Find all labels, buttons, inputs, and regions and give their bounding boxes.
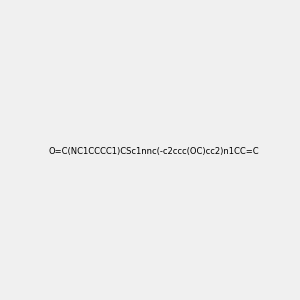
Text: O=C(NC1CCCC1)CSc1nnc(-c2ccc(OC)cc2)n1CC=C: O=C(NC1CCCC1)CSc1nnc(-c2ccc(OC)cc2)n1CC=…	[48, 147, 259, 156]
